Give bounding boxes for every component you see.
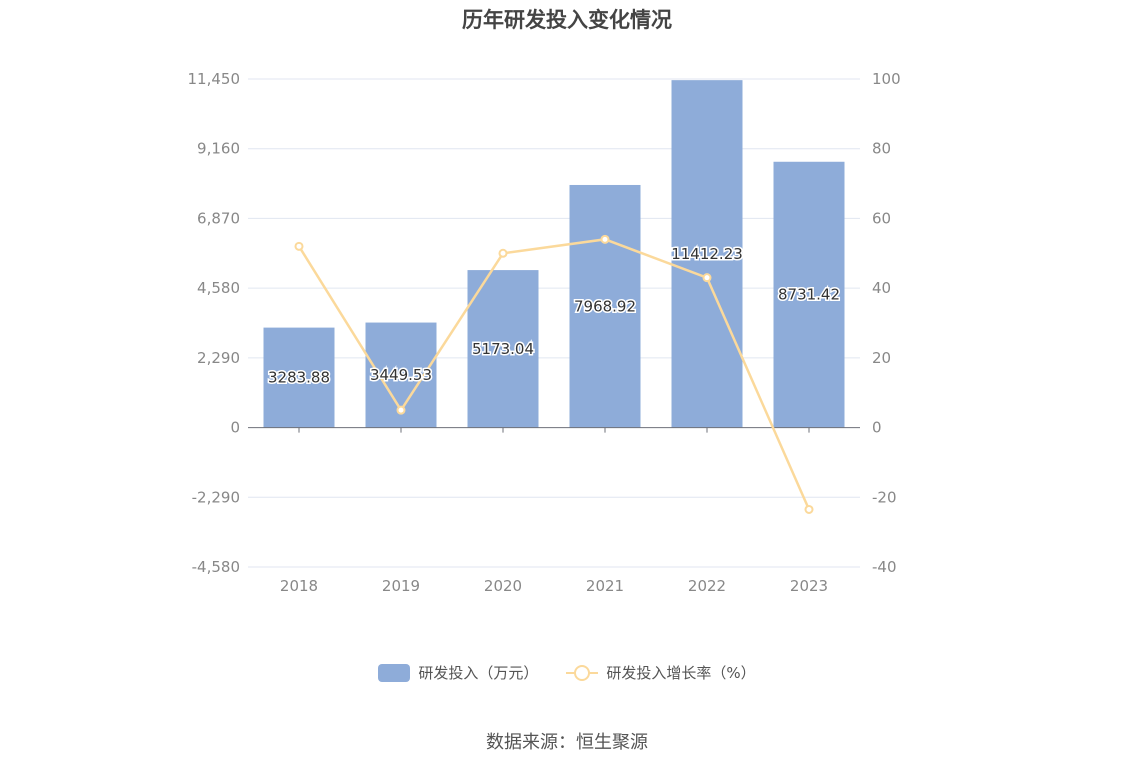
bar-2020	[467, 270, 539, 428]
legend-line-label: 研发投入增长率（%）	[606, 664, 756, 682]
chart-title: 历年研发投入变化情况	[462, 8, 672, 32]
growth-rate-point-2019	[396, 405, 406, 415]
legend-item-bar[interactable]: 研发投入（万元）	[378, 662, 538, 683]
y-right-tick-label: 20	[872, 349, 891, 367]
y-left-tick-label: -2,290	[192, 488, 240, 506]
bar-data-labels: 3283.88 3449.53 5173.04 7968.92 11412.23 8731…	[266, 243, 841, 388]
y-right-tick-label: 100	[872, 70, 901, 88]
left-axis: 11,450 9,160 6,870 4,580 2,290 0 -2,290 -4,580	[188, 70, 241, 576]
bar-series	[263, 80, 845, 428]
y-left-tick-label: 4,580	[197, 279, 240, 297]
y-right-tick-label: -40	[872, 558, 897, 576]
y-right-tick-label: -20	[872, 488, 897, 506]
data-source-note: 数据来源：恒生聚源	[486, 732, 648, 753]
bar-label-2018: 3283.88	[268, 369, 330, 387]
y-left-tick-label: 2,290	[197, 349, 240, 367]
x-tick-label-2023: 2023	[790, 577, 828, 595]
x-tick-label-2021: 2021	[586, 577, 624, 595]
growth-rate-point-2020	[498, 248, 508, 258]
legend-line-swatch	[566, 664, 599, 682]
legend-item-line[interactable]: 研发投入增长率（%）	[566, 662, 756, 683]
x-tick-label-2018: 2018	[280, 577, 318, 595]
y-right-tick-label: 60	[872, 209, 891, 227]
y-left-tick-label: 11,450	[188, 70, 241, 88]
growth-rate-point-2022	[702, 273, 712, 283]
bar-2022	[671, 80, 743, 428]
bar-label-2022: 11412.23	[671, 245, 743, 263]
x-tick-label-2019: 2019	[382, 577, 420, 595]
right-axis: 100 80 60 40 20 0 -20 -40	[872, 70, 901, 576]
bar-label-2021: 7968.92	[574, 297, 636, 315]
growth-rate-point-2023	[804, 504, 814, 514]
y-left-tick-label: 0	[230, 419, 240, 437]
legend-bar-swatch	[378, 663, 411, 682]
grid-lines	[248, 78, 860, 568]
x-tick-label-2020: 2020	[484, 577, 522, 595]
y-left-tick-label: 6,870	[197, 209, 240, 227]
bar-2018	[263, 327, 335, 428]
bar-2023	[773, 161, 845, 428]
y-left-tick-label: -4,580	[192, 558, 240, 576]
y-right-tick-label: 0	[872, 419, 882, 437]
y-right-tick-label: 40	[872, 279, 891, 297]
legend-bar-label: 研发投入（万元）	[418, 664, 539, 682]
bar-2021	[569, 184, 641, 428]
y-right-tick-label: 80	[872, 140, 891, 158]
bar-label-2023: 8731.42	[778, 286, 840, 304]
bar-label-2019: 3449.53	[370, 366, 432, 384]
bar-label-2020: 5173.04	[472, 340, 534, 358]
growth-rate-point-2021	[600, 234, 610, 244]
x-tick-label-2022: 2022	[688, 577, 726, 595]
legend: 研发投入（万元） 研发投入增长率（%）	[0, 662, 1134, 683]
growth-rate-point-2018	[294, 241, 304, 251]
line-series	[294, 234, 814, 514]
y-left-tick-label: 9,160	[197, 140, 240, 158]
growth-rate-line	[297, 238, 811, 510]
x-axis-ticks: 2018 2019 2020 2021 2022 2023	[280, 427, 828, 595]
